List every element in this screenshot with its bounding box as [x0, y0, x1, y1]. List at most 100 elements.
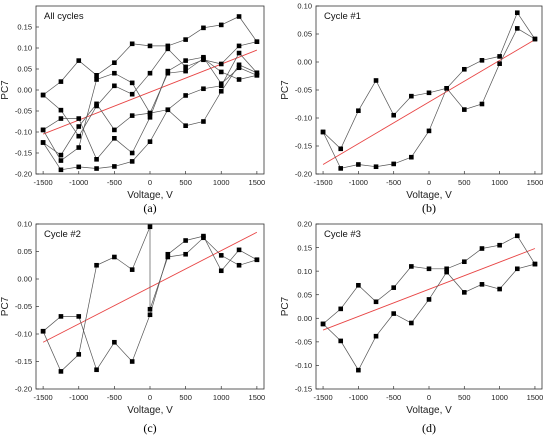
x-tick-label: 1500 — [527, 393, 544, 402]
data-point — [462, 259, 467, 265]
x-tick-label: 1000 — [213, 393, 230, 402]
data-point — [236, 262, 242, 268]
data-point — [40, 127, 46, 133]
data-point — [147, 70, 153, 76]
y-axis-label: PC7 — [280, 296, 291, 316]
data-point — [76, 58, 82, 63]
data-point — [183, 37, 188, 42]
panel-c: -1500 -1000 -500 0 500 1000 1500 -0.20 -0.15 -0.1… — [0, 220, 265, 435]
data-point — [58, 314, 64, 319]
y-tick-label: -0.10 — [15, 128, 32, 137]
panel-title: Cycle #2 — [44, 229, 81, 240]
data-point — [94, 103, 99, 109]
data-point — [58, 79, 64, 84]
panel-d: -1500 -1000 -500 0 500 1000 1500 -0.15 -0.10 -0.0… — [280, 220, 543, 435]
y-tick-label: 0.00 — [297, 314, 312, 323]
y-tick-label: -0.20 — [295, 170, 312, 179]
y-tick-label: 0.10 — [17, 44, 32, 53]
data-point — [236, 62, 242, 68]
data-point — [147, 139, 153, 144]
data-point — [76, 116, 82, 121]
data-point — [338, 338, 344, 344]
data-point — [479, 246, 485, 251]
x-tick-label: 0 — [427, 178, 431, 187]
y-tick-label: 0.10 — [297, 267, 312, 276]
data-point — [165, 70, 171, 76]
x-axis-label: Voltage, V — [127, 405, 173, 416]
data-point — [147, 43, 153, 49]
y-axis-label: PC7 — [280, 80, 291, 100]
y-tick-label: -0.10 — [295, 114, 312, 123]
x-tick-label: 1500 — [249, 393, 266, 402]
x-tick-label: 1500 — [249, 178, 266, 187]
fit-line — [42, 49, 258, 135]
series-line-5 — [42, 41, 257, 137]
x-tick-label: -1500 — [34, 393, 53, 402]
data-point — [94, 157, 99, 162]
x-tick-label: 500 — [458, 178, 471, 187]
data-point — [201, 235, 206, 241]
data-point — [94, 77, 99, 82]
x-tick-label: -1000 — [349, 178, 368, 187]
series-line-4 — [42, 16, 258, 96]
x-tick-label: -1500 — [34, 178, 53, 187]
data-point — [320, 321, 326, 327]
data-point — [409, 320, 414, 326]
data-point — [218, 61, 224, 67]
x-tick-label: -1500 — [313, 393, 332, 402]
data-point — [129, 159, 135, 164]
data-point — [497, 286, 502, 292]
data-point — [391, 112, 396, 118]
data-point — [373, 333, 379, 339]
data-point — [391, 285, 396, 290]
data-point — [129, 80, 135, 86]
data-point — [76, 314, 82, 319]
y-tick-label: -0.15 — [295, 142, 312, 151]
y-tick-label: -0.05 — [15, 107, 32, 116]
y-tick-label: 0.05 — [297, 30, 312, 39]
data-point — [201, 25, 206, 31]
data-point — [129, 359, 135, 364]
y-tick-label: -0.05 — [295, 86, 312, 95]
data-point — [391, 161, 396, 167]
data-point — [338, 306, 344, 312]
x-axis-label: Voltage, V — [406, 190, 452, 201]
x-tick-label: -500 — [107, 393, 122, 402]
data-point — [532, 261, 538, 267]
x-axis-label: Voltage, V — [406, 405, 452, 416]
data-point — [479, 101, 485, 107]
y-tick-label: -0.15 — [15, 357, 32, 366]
panel-title: All cycles — [44, 11, 84, 22]
data-point — [444, 269, 449, 275]
data-point — [40, 140, 46, 145]
data-point — [40, 328, 46, 334]
data-point — [129, 267, 135, 272]
data-point — [183, 68, 188, 74]
x-tick-label: 0 — [148, 178, 152, 187]
y-tick-label: 0.15 — [297, 243, 312, 252]
data-point — [409, 264, 414, 269]
data-point — [373, 164, 379, 170]
data-point — [497, 242, 502, 248]
data-point — [444, 86, 449, 91]
data-point — [426, 297, 432, 302]
data-point — [112, 254, 117, 260]
data-point — [201, 86, 206, 92]
data-point — [338, 146, 344, 152]
panel-caption: (a) — [143, 201, 156, 215]
x-tick-label: -1000 — [69, 393, 88, 402]
x-tick-label: -1000 — [69, 178, 88, 187]
data-point — [58, 152, 64, 158]
data-point — [183, 64, 188, 70]
data-point — [112, 164, 117, 169]
data-point — [514, 266, 520, 272]
data-point — [514, 10, 520, 16]
x-tick-label: 500 — [179, 393, 192, 402]
data-point — [356, 367, 361, 373]
data-point — [236, 50, 242, 56]
series-line-1 — [322, 263, 535, 371]
data-point — [373, 78, 379, 83]
y-tick-label: -0.15 — [295, 385, 312, 394]
y-tick-label: 0.20 — [297, 220, 312, 229]
